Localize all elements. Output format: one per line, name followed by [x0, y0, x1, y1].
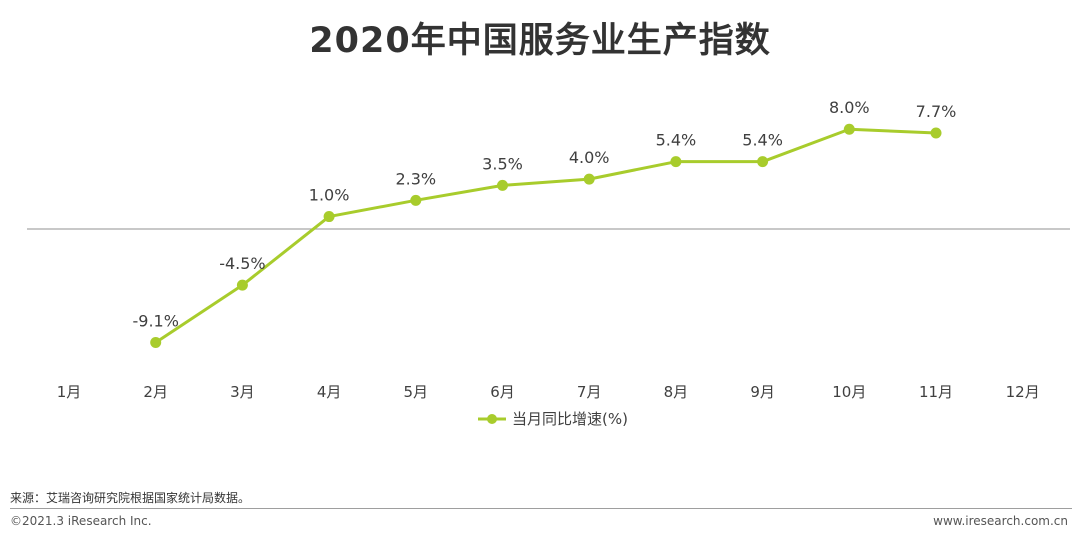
x-tick-label: 9月	[750, 383, 775, 401]
legend-marker	[487, 414, 497, 424]
data-point[interactable]	[930, 127, 942, 139]
legend-label: 当月同比增速(%)	[512, 410, 628, 428]
data-point[interactable]	[497, 179, 508, 191]
x-tick-label: 2月	[143, 383, 168, 401]
x-tick-label: 3月	[230, 383, 255, 401]
series-line	[154, 127, 937, 344]
x-tick-label: 8月	[664, 383, 689, 401]
data-label: 5.4%	[656, 131, 697, 150]
source-note: 来源：艾瑞咨询研究院根据国家统计局数据。	[10, 491, 251, 505]
x-tick-label: 6月	[490, 383, 515, 401]
x-tick-label: 10月	[832, 383, 866, 401]
chart-title: 2020年中国服务业生产指数	[309, 21, 771, 61]
data-label: 1.0%	[309, 186, 350, 205]
x-tick-label: 5月	[404, 383, 429, 401]
website-link[interactable]: www.iresearch.com.cn	[933, 514, 1068, 528]
x-tick-label: 11月	[919, 383, 953, 401]
data-label: 7.7%	[916, 102, 957, 121]
data-label: 2.3%	[395, 169, 436, 188]
data-point[interactable]	[410, 194, 422, 206]
data-label: 5.4%	[742, 131, 783, 150]
legend[interactable]: 当月同比增速(%)	[478, 410, 628, 428]
data-label: -4.5%	[219, 254, 265, 273]
data-point[interactable]	[236, 279, 248, 291]
data-label: -9.1%	[132, 312, 178, 331]
x-axis-tick-labels: 1月 2月 3月 4月 5月 6月 7月 8月 9月 10月 11月 12月	[57, 383, 1040, 401]
x-tick-label: 7月	[577, 383, 602, 401]
data-label: 3.5%	[482, 154, 523, 173]
series-layer: -9.1% -4.5% 1.0% 2.3% 3.5% 4.0% 5.4% 5.4% 8.0% 7.…	[132, 98, 957, 349]
data-label: 8.0%	[829, 98, 870, 117]
data-point[interactable]	[323, 211, 335, 223]
data-point[interactable]	[757, 156, 769, 168]
x-tick-label: 4月	[317, 383, 342, 401]
line-chart: -9.1% -4.5% 1.0% 2.3% 3.5% 4.0% 5.4% 5.4% 8.0% 7.…	[27, 98, 1070, 428]
copyright-text: ©2021.3 iResearch Inc.	[10, 514, 152, 528]
data-point[interactable]	[843, 123, 855, 135]
data-label: 4.0%	[569, 148, 610, 167]
footer-divider	[10, 508, 1072, 509]
data-point[interactable]	[670, 156, 682, 168]
data-point[interactable]	[583, 173, 595, 185]
x-tick-label: 1月	[57, 383, 82, 401]
x-tick-label: 12月	[1006, 383, 1040, 401]
data-point[interactable]	[150, 337, 162, 349]
